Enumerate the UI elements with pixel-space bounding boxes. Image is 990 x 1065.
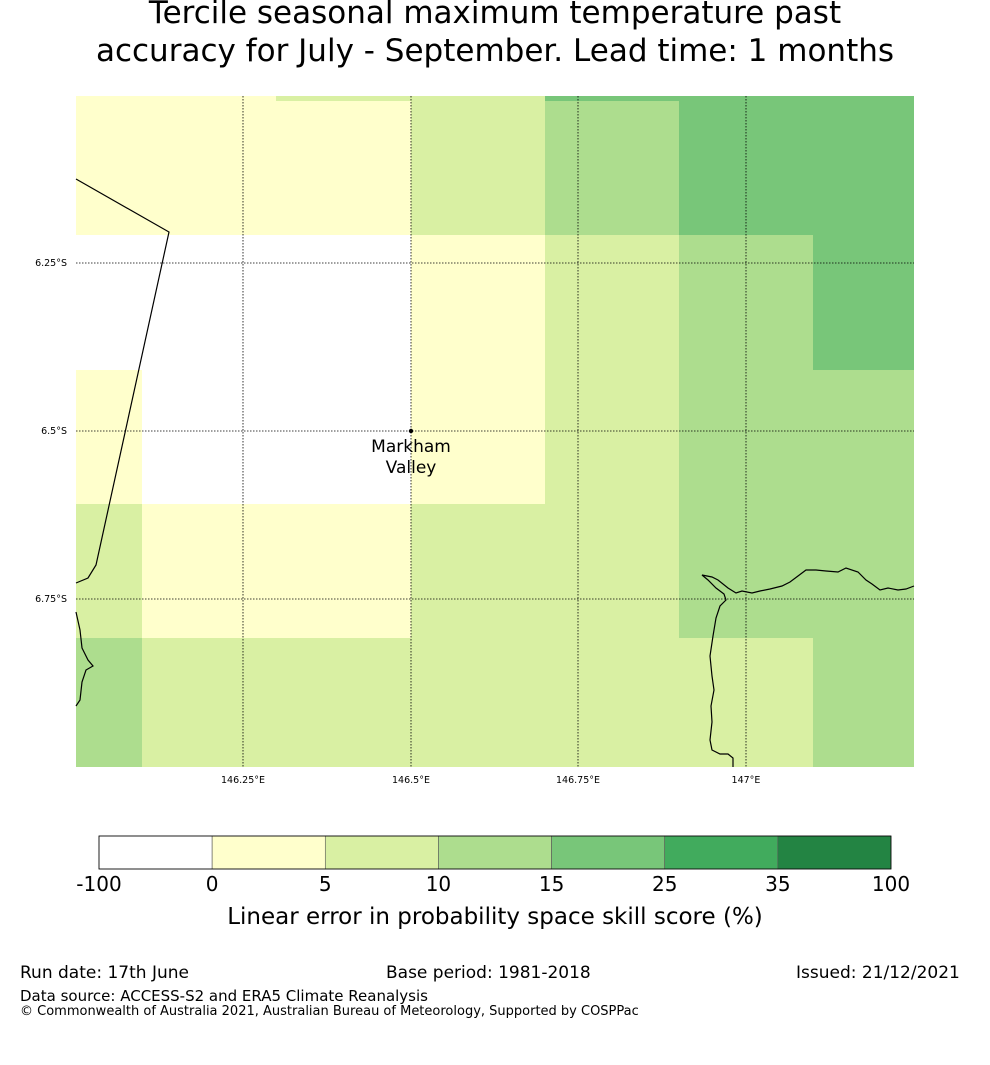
axis-tick-labels: 146.25°E 146.5°E 146.75°E 147°E 6.25°S 6.5°S 6… — [35, 258, 760, 786]
colorbar-bin — [438, 835, 552, 870]
skill-cell — [679, 504, 914, 638]
colorbar-bin — [664, 835, 779, 870]
skill-grid — [76, 96, 914, 767]
skill-cell — [813, 235, 914, 370]
skill-cell — [76, 96, 276, 235]
title-line-1: Tercile seasonal maximum temperature pas… — [148, 0, 842, 31]
skill-cell — [679, 235, 813, 370]
colorbar-outline — [98, 835, 892, 870]
colorbar-bin — [551, 835, 666, 870]
provincial-boundary — [75, 178, 170, 584]
skill-cell — [142, 504, 411, 638]
skill-cell — [411, 96, 545, 235]
location-label-line-2: Valley — [386, 458, 437, 478]
colorbar-tick-label: -100 — [76, 872, 121, 896]
skill-cell — [545, 235, 679, 370]
skill-cell — [411, 235, 545, 370]
skill-cell — [276, 101, 411, 235]
river-east — [701, 567, 915, 767]
skill-cell — [411, 370, 545, 504]
run-date: Run date: 17th June — [20, 963, 189, 983]
colorbar-bin — [324, 835, 439, 870]
colorbar-tick-labels: -100 0 5 10 15 25 35 100 — [76, 872, 910, 896]
skill-cell — [679, 370, 914, 504]
skill-cell — [276, 96, 411, 101]
longitude-tick-label: 146.75°E — [556, 775, 600, 786]
colorbar-tick-label: 0 — [206, 872, 219, 896]
coastline — [75, 178, 915, 767]
skill-cell — [679, 96, 914, 235]
colorbar-bin — [98, 835, 213, 870]
data-source: Data source: ACCESS-S2 and ERA5 Climate … — [20, 987, 428, 1005]
colorbar-tick-label: 15 — [539, 872, 564, 896]
colorbar-tick-label: 35 — [765, 872, 790, 896]
longitude-tick-label: 146.25°E — [221, 775, 265, 786]
colorbar-label: Linear error in probability space skill … — [227, 904, 763, 930]
graticule — [76, 96, 914, 767]
coastline-west — [75, 611, 94, 707]
location-label-line-1: Markham — [371, 437, 451, 457]
skill-cell — [545, 96, 679, 101]
latitude-tick-label: 6.25°S — [35, 258, 67, 269]
issued-date: Issued: 21/12/2021 — [796, 963, 960, 983]
skill-cell — [142, 370, 411, 504]
chart-title: Tercile seasonal maximum temperature pas… — [0, 0, 990, 70]
colorbar-tick-label: 5 — [319, 872, 332, 896]
skill-cell — [76, 370, 142, 504]
skill-cell — [813, 638, 914, 767]
skill-map: 146.25°E 146.5°E 146.75°E 147°E 6.25°S 6.5°S 6… — [35, 96, 915, 786]
skill-cell — [76, 638, 142, 767]
location-marker — [408, 428, 414, 434]
latitude-tick-label: 6.75°S — [35, 594, 67, 605]
skill-cell — [76, 504, 142, 638]
title-line-2: accuracy for July - September. Lead time… — [95, 33, 895, 69]
skill-cell — [142, 638, 679, 767]
skill-cell — [411, 504, 679, 638]
colorbar-tick-label: 100 — [872, 872, 910, 896]
base-period: Base period: 1981-2018 — [386, 963, 591, 983]
skill-cell — [76, 235, 411, 370]
colorbar-bins — [98, 835, 892, 870]
colorbar-tick-label: 25 — [652, 872, 677, 896]
copyright: © Commonwealth of Australia 2021, Austra… — [20, 1004, 639, 1019]
colorbar-bin — [211, 835, 326, 870]
skill-cell — [545, 370, 679, 504]
colorbar-bin — [777, 835, 892, 870]
colorbar-tick-label: 10 — [426, 872, 451, 896]
longitude-tick-label: 147°E — [732, 775, 761, 786]
latitude-tick-label: 6.5°S — [41, 426, 67, 437]
longitude-tick-label: 146.5°E — [392, 775, 430, 786]
skill-cell — [545, 101, 679, 235]
